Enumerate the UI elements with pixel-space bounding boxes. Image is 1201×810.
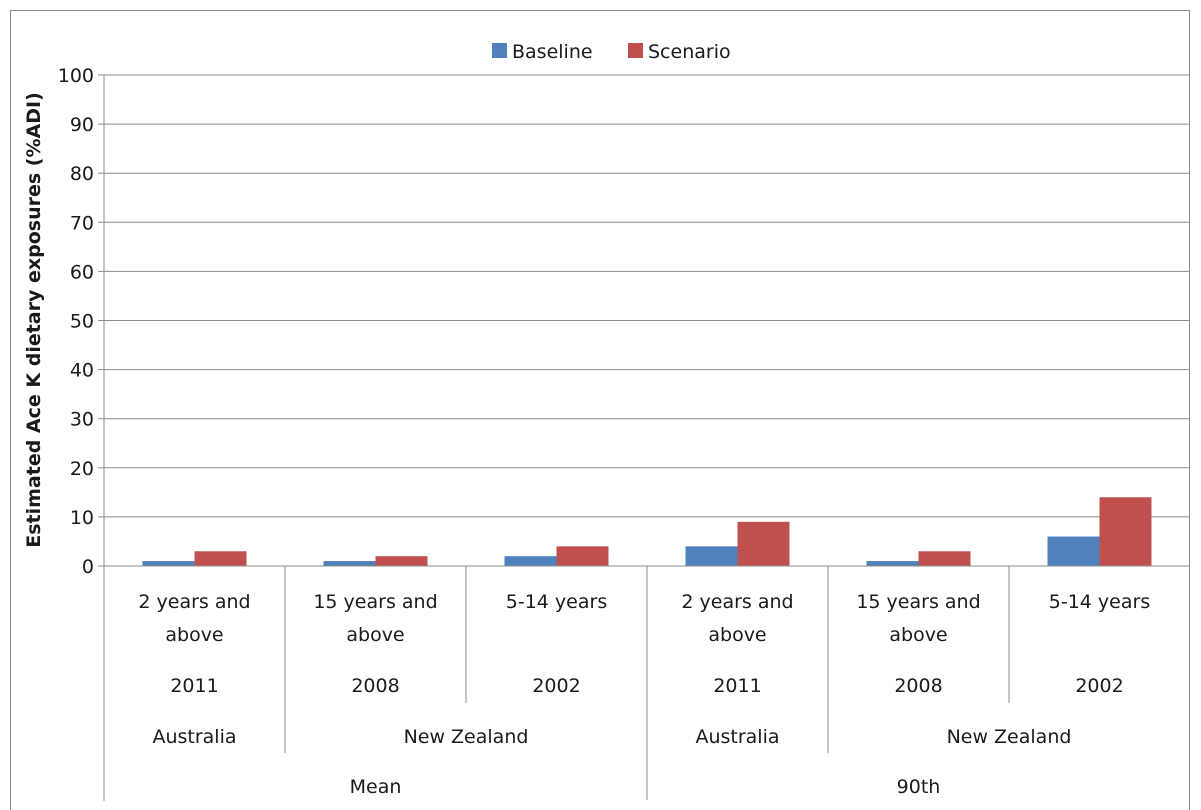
country-label: Australia [695,726,779,748]
category-label: 5-14 years [506,591,607,613]
bar-scenario [194,551,247,566]
legend-label-scenario: Scenario [648,41,731,63]
country-label: New Zealand [404,726,529,748]
bar-baseline [685,546,738,566]
bar-baseline [323,561,376,566]
year-label: 2011 [170,675,218,697]
bar-scenario [556,546,609,566]
bar-scenario [1099,497,1152,566]
y-tick-label: 30 [70,409,94,431]
year-label: 2008 [351,675,399,697]
category-label: 2 years and [138,591,250,613]
y-tick-label: 90 [70,114,94,136]
year-label: 2011 [713,675,761,697]
y-tick-label: 10 [70,507,94,529]
bar-baseline [504,556,557,566]
gridlines [104,74,1190,518]
category-label: above [708,624,766,646]
chart-frame [10,10,1190,810]
year-label: 2008 [894,675,942,697]
category-label: above [889,624,947,646]
bars [142,497,1152,566]
y-tick-label: 20 [70,458,94,480]
y-tick-label: 70 [70,212,94,234]
y-tick-label: 50 [70,311,94,333]
year-label: 2002 [532,675,580,697]
axis-labels: 0 10 20 30 40 50 60 70 80 90 100 2 years and above 20… [23,65,1150,798]
legend-swatch-scenario [628,43,643,58]
y-axis-title: Estimated Ace K dietary exposures (%ADI) [23,92,45,548]
y-tick-label: 100 [58,65,94,87]
bar-scenario [737,521,790,566]
y-tick-label: 80 [70,163,94,185]
bar-baseline [142,561,195,566]
legend-swatch-baseline [492,43,507,58]
bar-scenario [375,556,428,566]
category-label: 2 years and [681,591,793,613]
category-label: 15 years and [313,591,437,613]
bar-baseline [866,561,919,566]
country-label: Australia [152,726,236,748]
axes [98,74,1190,801]
bar-scenario [918,551,971,566]
statistic-label: Mean [350,776,402,798]
category-label: 5-14 years [1049,591,1150,613]
y-tick-label: 0 [82,556,94,578]
legend: Baseline Scenario [492,41,731,63]
y-tick-label: 60 [70,261,94,283]
category-label: above [346,624,404,646]
country-label: New Zealand [947,726,1072,748]
statistic-label: 90th [897,776,941,798]
year-label: 2002 [1075,675,1123,697]
bar-baseline [1047,536,1100,566]
category-label: 15 years and [856,591,980,613]
legend-label-baseline: Baseline [512,41,593,63]
y-tick-label: 40 [70,360,94,382]
category-label: above [165,624,223,646]
